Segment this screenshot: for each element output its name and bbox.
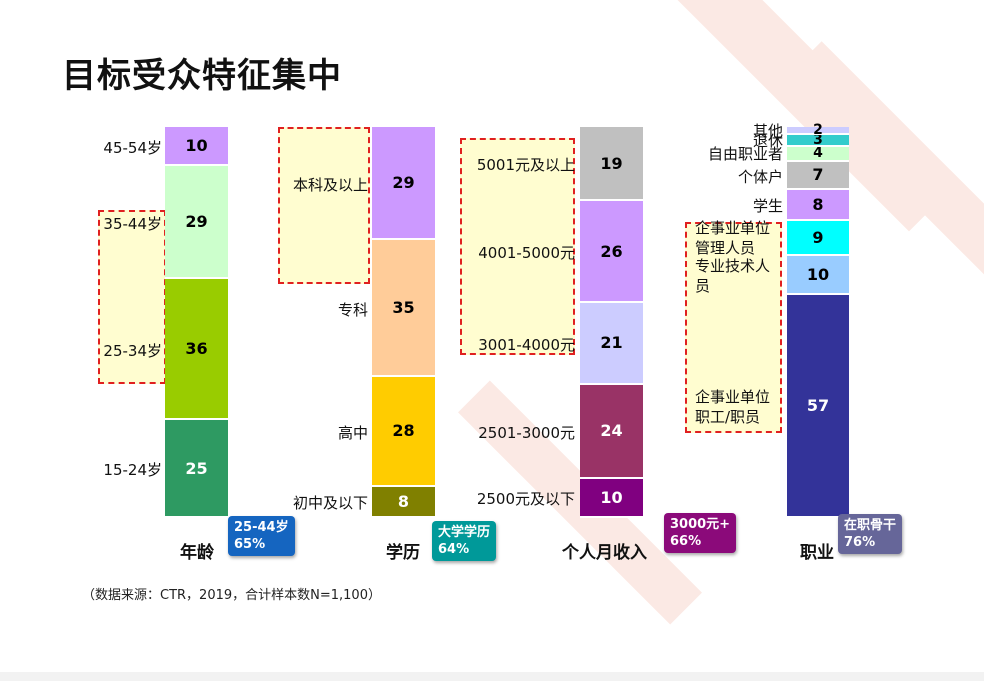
badge-line1: 25-44岁 [234,520,289,535]
segment-label: 25-34岁 [103,341,162,360]
segment-label: 5001元及以上 [476,156,575,175]
segment-label: 15-24岁 [103,461,162,480]
bar-segment: 57 [787,295,849,518]
data-label: 29 [185,212,208,232]
segment-label: 专科 [337,300,368,319]
badge-line2: 76% [844,535,876,550]
data-label: 4 [813,145,823,162]
data-label: 10 [806,265,830,285]
badge-line2: 66% [670,534,702,549]
summary-badge: 大学学历 64% [432,521,497,561]
data-label: 19 [600,153,623,173]
segment-label: 企事业单位职工/职员 [695,387,771,426]
segment-label: 自由职业者 [707,145,783,164]
data-label: 7 [812,165,824,185]
bar-segment: 10 [580,478,643,518]
data-label: 9 [812,227,824,247]
highlight-box [685,222,782,433]
summary-badge: 在职骨干 76% [838,514,903,554]
segment-label: 35-44岁 [103,214,162,233]
data-label: 28 [392,421,415,441]
badge-line1: 在职骨干 [844,518,897,533]
bar-segment: 4 [787,145,849,163]
segment-label: 3001-4000元 [478,336,575,354]
segment-label: 高中 [337,423,368,442]
bar-segment: 29 [372,127,435,241]
highlight-box [460,138,575,355]
data-label: 29 [392,173,415,193]
data-label: 10 [600,487,623,507]
badge-line2: 64% [438,542,470,557]
badge-line1: 大学学历 [438,525,491,540]
highlight-box [98,210,166,384]
data-label: 3 [813,131,823,148]
bar-segment: 28 [372,377,435,487]
category-label: 学历 [386,543,420,563]
segment-label: 45-54岁 [103,138,162,157]
bar-segment: 3 [787,131,849,148]
data-label: 2 [813,121,823,138]
bar-segment: 8 [787,189,849,221]
segment-label: 4001-5000元 [478,244,575,263]
summary-badge: 3000元+ 66% [664,513,737,553]
segment-label: 2501-3000元 [478,423,575,442]
footer-bar [0,672,984,681]
bar-segment: 26 [580,201,643,303]
segment-label: 专业技术人员 [695,256,771,295]
segment-label: 企事业单位管理人员 [695,219,771,258]
data-label: 35 [392,298,415,318]
segment-label: 2500元及以下 [476,490,575,509]
data-label: 21 [600,333,623,353]
bar-segment: 35 [372,240,435,378]
data-label: 24 [600,421,623,441]
category-label: 个人月收入 [562,543,647,563]
category-label: 职业 [800,543,834,563]
bar-segment: 24 [580,385,643,479]
bar-segment: 9 [787,220,849,257]
bar-segment: 10 [165,127,228,167]
summary-badge: 25-44岁 65% [228,516,295,556]
bar-segment: 10 [787,256,849,296]
page-title: 目标受众特征集中 [62,56,342,96]
segment-label: 个体户 [737,167,783,186]
data-label: 36 [185,339,208,359]
bar-segment: 8 [372,486,435,518]
highlight-box [278,127,370,284]
bar-segment: 29 [165,166,228,280]
bar-segment: 21 [580,302,643,386]
data-label: 26 [600,241,623,261]
segment-label: 退休 [752,131,783,150]
badge-line2: 65% [234,537,266,552]
bar-segment: 7 [787,162,849,190]
bar-segment: 25 [165,420,228,518]
segment-label: 初中及以下 [292,494,368,513]
bar-segment: 36 [165,279,228,421]
data-label: 8 [812,194,824,214]
data-label: 8 [397,491,410,511]
badge-line1: 3000元+ [670,517,731,532]
data-label: 25 [185,458,208,478]
bar-segment: 19 [580,127,643,202]
segment-label: 本科及以上 [292,175,368,194]
data-label: 57 [806,396,830,416]
segment-label: 其他 [752,121,783,140]
data-label: 10 [185,136,208,156]
category-label: 年龄 [180,543,214,563]
segment-label: 学生 [752,197,783,216]
bar-segment: 2 [787,122,849,138]
source-note: （数据来源：CTR，2019，合计样本数N=1,100） [82,588,381,603]
